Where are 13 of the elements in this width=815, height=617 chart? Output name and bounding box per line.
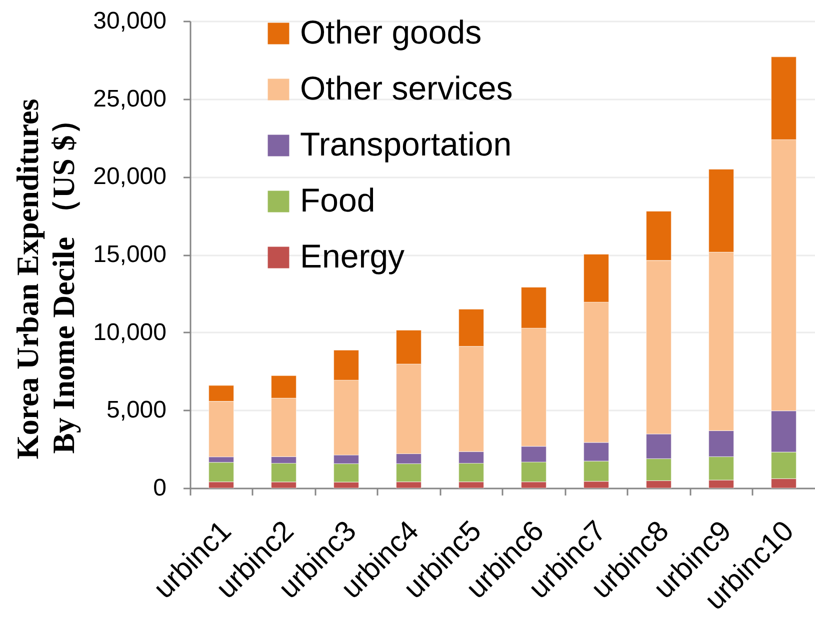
y-tick-label: 20,000: [93, 163, 166, 190]
legend-label: Food: [300, 182, 376, 218]
legend-label: Other services: [300, 70, 513, 106]
legend-label: Other goods: [300, 14, 482, 50]
legend-label: Transportation: [300, 126, 512, 162]
y-tick-label: 30,000: [93, 8, 166, 34]
y-tick-label: 15,000: [93, 241, 166, 268]
y-tick-label: 5,000: [106, 396, 166, 424]
legend-label: Energy: [300, 238, 406, 274]
y-axis-title: Korea Urban Expenditures By Inome Decile （US $）: [10, 98, 82, 460]
y-tick-label: 25,000: [93, 85, 166, 112]
y-tick-label: 0: [153, 474, 166, 502]
y-tick-label: 10,000: [93, 318, 166, 346]
